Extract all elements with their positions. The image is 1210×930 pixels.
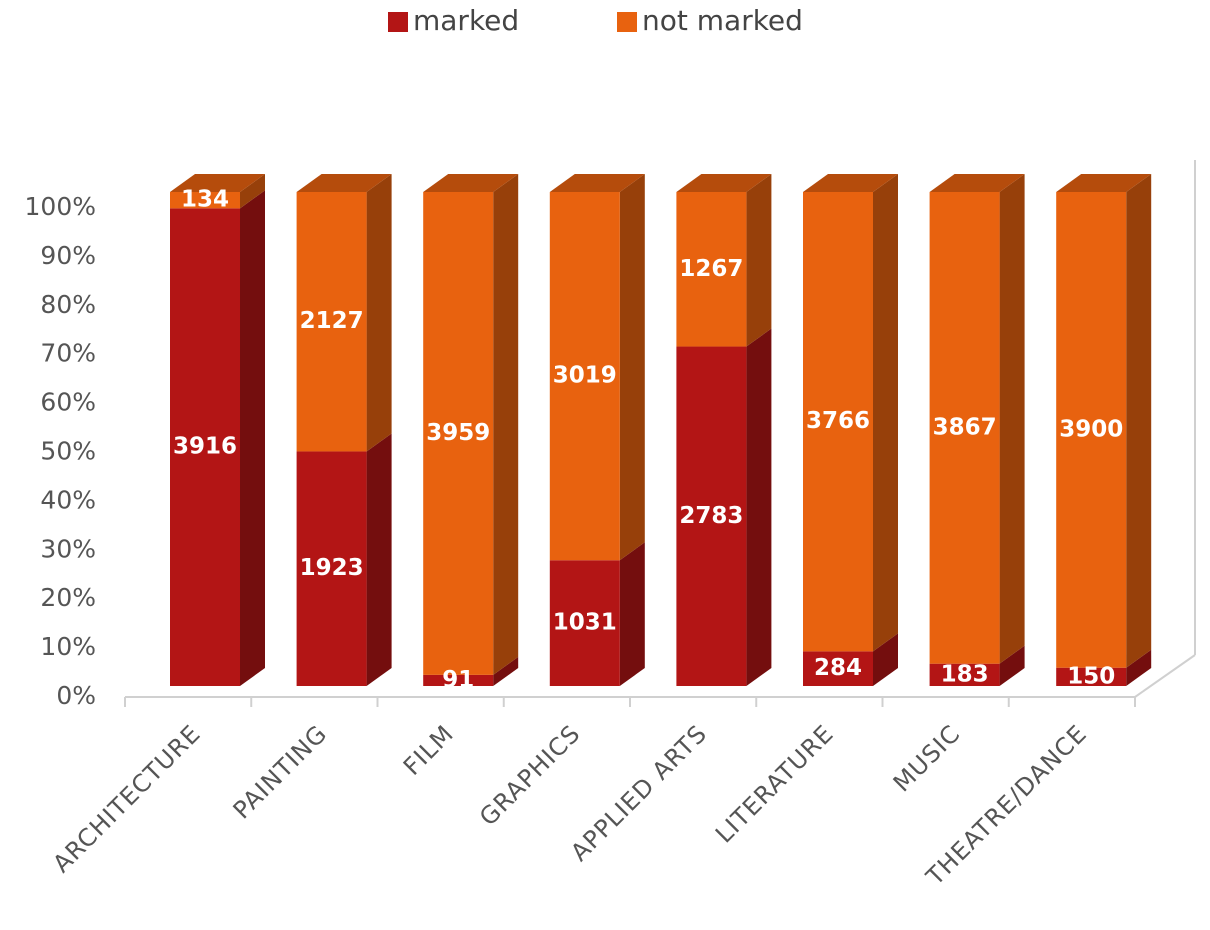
bar-segment <box>423 174 519 675</box>
bar-front <box>929 192 1000 664</box>
bar-front <box>803 192 873 652</box>
bar-front <box>423 674 494 686</box>
bar-top <box>549 174 645 192</box>
bar-top <box>423 174 519 192</box>
y-tick-label: 0% <box>56 681 96 710</box>
data-label: 3959 <box>426 420 490 446</box>
bar-segment <box>1056 649 1152 686</box>
x-tick-label: FILM <box>398 719 459 780</box>
y-tick-label: 100% <box>25 192 96 221</box>
bar-segment <box>423 656 519 686</box>
data-label: 3867 <box>933 414 997 440</box>
bar-segment <box>803 633 898 686</box>
x-tick-label: MUSIC <box>888 719 966 797</box>
bar-segment <box>676 328 772 686</box>
data-label: 2783 <box>679 503 743 529</box>
bar-side <box>1126 649 1152 686</box>
data-label: 3900 <box>1059 416 1123 442</box>
data-label: 1923 <box>300 555 364 581</box>
x-tick-label: ARCHITECTURE <box>47 719 206 878</box>
x-tick-label: PAINTING <box>228 719 333 824</box>
bar-segment <box>676 174 772 347</box>
bar-side <box>999 174 1025 664</box>
bar-side <box>493 656 519 686</box>
bar-side <box>746 174 772 347</box>
data-label: 3916 <box>173 434 237 460</box>
bar-top <box>170 174 265 192</box>
y-tick-label: 10% <box>40 632 96 661</box>
bar-front <box>549 192 620 561</box>
bar-front <box>296 192 367 452</box>
bar-front <box>549 560 620 686</box>
bar-segment <box>929 645 1025 686</box>
bar-side <box>240 174 265 209</box>
bar-side <box>366 433 392 686</box>
bar-front <box>676 346 747 686</box>
data-label: 1267 <box>679 256 743 282</box>
y-tick-label: 20% <box>40 583 96 612</box>
y-tick-label: 50% <box>40 437 96 466</box>
bar-side <box>366 174 392 452</box>
bar-top <box>1056 174 1152 192</box>
legend-label: not marked <box>642 4 803 37</box>
bar-top <box>929 174 1025 192</box>
bar-segment <box>929 174 1025 664</box>
bar-segment <box>170 174 265 209</box>
data-label: 183 <box>941 661 989 687</box>
legend-label: marked <box>413 4 519 37</box>
bar-top <box>676 174 772 192</box>
y-tick-label: 70% <box>40 339 96 368</box>
y-tick-label: 60% <box>40 388 96 417</box>
bar-front <box>1056 667 1127 686</box>
bar-segment <box>549 542 645 686</box>
bar-side <box>873 174 898 652</box>
legend-swatch <box>388 12 408 32</box>
bar-top <box>803 174 898 192</box>
floor <box>125 160 1196 698</box>
bar-top <box>296 174 392 192</box>
data-label: 150 <box>1067 663 1115 689</box>
y-tick-label: 80% <box>40 290 96 319</box>
bar-segment <box>170 190 265 686</box>
bar-front <box>296 451 367 686</box>
bar-front <box>803 651 873 686</box>
bar-side <box>1126 174 1152 668</box>
bar-side <box>619 542 645 686</box>
bar-front <box>170 208 240 686</box>
bar-segment <box>296 433 392 686</box>
bar-segment <box>549 174 645 561</box>
bar-segment <box>296 174 392 452</box>
x-tick-label: LITERATURE <box>710 719 839 848</box>
bar-side <box>493 174 519 675</box>
bar-front <box>929 663 1000 686</box>
x-tick-label: APPLIED ARTS <box>565 719 712 866</box>
bar-side <box>240 190 265 686</box>
y-tick-label: 90% <box>40 241 96 270</box>
legend-swatch <box>617 12 637 32</box>
x-tick-label: GRAPHICS <box>474 719 586 831</box>
data-label: 284 <box>814 655 862 681</box>
bar-front <box>676 192 747 347</box>
bar-segment <box>1056 174 1152 668</box>
bar-side <box>873 633 898 686</box>
data-label: 1031 <box>553 610 617 636</box>
y-tick-label: 40% <box>40 485 96 514</box>
data-label: 3766 <box>806 408 870 434</box>
data-label: 2127 <box>300 308 364 334</box>
data-label: 134 <box>181 187 229 213</box>
bar-front <box>170 192 240 209</box>
bar-front <box>423 192 494 675</box>
bar-segment <box>803 174 898 652</box>
bar-side <box>999 645 1025 686</box>
data-label: 91 <box>442 667 474 693</box>
bar-front <box>1056 192 1127 668</box>
bar-side <box>746 328 772 686</box>
y-tick-label: 30% <box>40 534 96 563</box>
bar-side <box>619 174 645 561</box>
data-label: 3019 <box>553 363 617 389</box>
